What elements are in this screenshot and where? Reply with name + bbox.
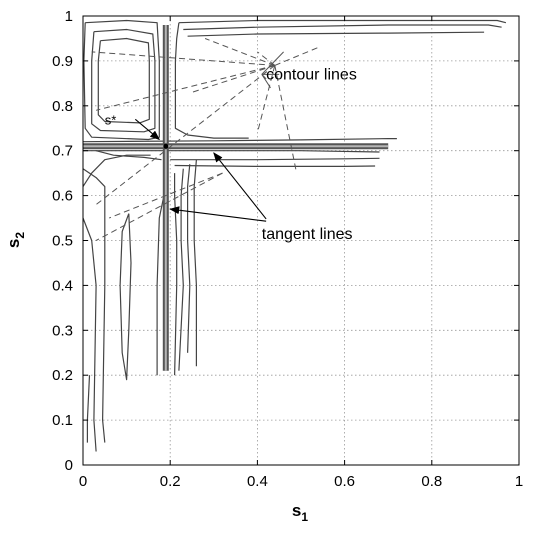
contour-line-21	[95, 150, 162, 161]
annotation-label-2: tangent lines	[262, 226, 353, 243]
y-tick-label: 1	[65, 8, 73, 25]
y-tick-label: 0.2	[52, 367, 73, 384]
contour-line-1	[183, 24, 502, 31]
x-tick-label: 0.4	[247, 473, 268, 490]
x-tick-label: 0.6	[334, 473, 355, 490]
x-tick-label: 0.8	[421, 473, 442, 490]
leader-line-8	[256, 65, 276, 133]
annotation-label-0: contour lines	[266, 66, 357, 83]
leader-line-2	[191, 64, 275, 93]
leader-line-0	[91, 51, 275, 66]
leader-line-3	[95, 64, 275, 111]
leader-line-7	[274, 65, 298, 174]
y-axis-label: s2	[4, 232, 27, 248]
y-tick-label: 0.7	[52, 143, 73, 160]
arrows-layer	[134, 118, 267, 222]
y-tick-label: 0.8	[52, 98, 73, 115]
x-tick-label: 0.2	[160, 473, 181, 490]
contour-line-15	[156, 186, 167, 376]
contour-line-20	[82, 154, 151, 187]
leader-line-4	[95, 65, 276, 205]
leader-line-5	[257, 51, 276, 66]
contour-line-8	[91, 28, 156, 133]
leader-line-14	[261, 74, 267, 80]
x-axis-label-main: s	[292, 501, 301, 520]
contour-line-17	[178, 168, 184, 371]
contour-line-4	[83, 150, 380, 153]
y-tick-label: 0.5	[52, 233, 73, 250]
contour-line-6	[174, 164, 376, 167]
x-axis-ticks: 0 0.2 0.4 0.6 0.8 1	[79, 16, 523, 490]
x-axis-label-subscript: 1	[301, 510, 308, 524]
y-axis-ticks: 0 0.1 0.2 0.3 0.4 0.5 0.6 0.7 0.8 0.9 1	[52, 8, 519, 474]
contour-line-12	[82, 217, 97, 452]
contour-line-19	[193, 159, 197, 367]
contour-line-2	[187, 31, 485, 37]
y-tick-label: 0	[65, 457, 73, 474]
x-tick-label: 0	[79, 473, 87, 490]
leader-lines-layer	[91, 38, 319, 241]
annotation-label-1: s*	[105, 112, 117, 127]
y-tick-label: 0.4	[52, 277, 73, 294]
leader-line-6	[274, 46, 319, 66]
leader-line-10	[109, 172, 223, 219]
annotation-arrow-1	[213, 152, 267, 220]
contour-line-18	[187, 164, 191, 353]
contour-line-5	[170, 157, 380, 161]
y-axis-label-main: s	[4, 239, 23, 248]
contour-line-0	[178, 19, 507, 24]
x-tick-label: 1	[515, 473, 523, 490]
annotation-arrow-2	[169, 206, 267, 222]
contour-line-9	[97, 37, 150, 124]
leader-line-11	[261, 51, 284, 75]
leader-line-9	[95, 172, 223, 241]
y-tick-label: 0.3	[52, 322, 73, 339]
leader-line-1	[204, 38, 275, 66]
contour-line-10	[174, 22, 249, 139]
y-axis-label-subscript: 2	[13, 232, 27, 239]
contour-line-16	[174, 173, 178, 376]
annotation-arrow-0	[134, 118, 161, 141]
y-tick-label: 0.1	[52, 412, 73, 429]
contour-lines-layer	[82, 19, 507, 452]
tangent-lines-layer	[83, 25, 389, 371]
y-tick-label: 0.9	[52, 53, 73, 70]
contour-line-3	[82, 138, 397, 143]
contour-line-14	[119, 213, 132, 381]
minimum-point-marker	[163, 143, 169, 149]
contour-line-13	[86, 375, 91, 443]
x-axis-label: s1	[292, 501, 308, 524]
annotations-layer: contour lines s* tangent lines	[105, 66, 357, 242]
y-tick-label: 0.6	[52, 188, 73, 205]
